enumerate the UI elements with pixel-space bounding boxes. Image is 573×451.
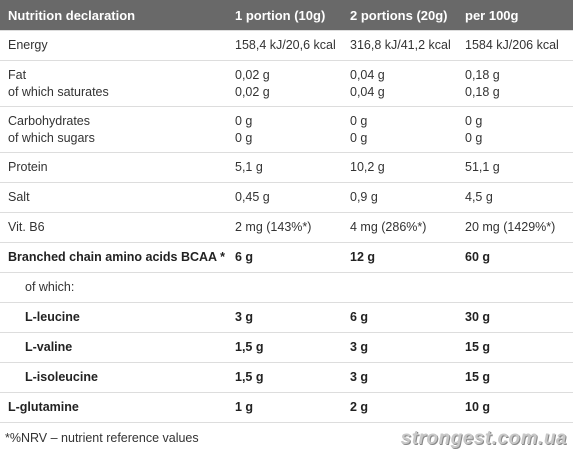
cell: 0,04 g 0,04 g <box>345 60 460 107</box>
row: Energy 158,4 kJ/20,6 kcal 316,8 kJ/41,2 … <box>0 30 573 61</box>
cell <box>345 272 460 303</box>
cell: 4 mg (286%*) <box>345 212 460 243</box>
cell <box>230 272 345 303</box>
row: Salt 0,45 g 0,9 g 4,5 g <box>0 182 573 213</box>
cell: 15 g <box>460 362 573 393</box>
cell-line: Carbohydrates <box>8 113 90 128</box>
row: Vit. B6 2 mg (143%*) 4 mg (286%*) 20 mg … <box>0 212 573 243</box>
nutrition-table: Nutrition declaration 1 portion (10g) 2 … <box>0 0 573 423</box>
cell: 2 g <box>345 392 460 423</box>
row: L-valine 1,5 g 3 g 15 g <box>0 332 573 363</box>
cell: 2 mg (143%*) <box>230 212 345 243</box>
cell-line: 0 g <box>350 130 368 145</box>
cell-line: 0,02 g <box>235 84 270 99</box>
cell-line: 0,02 g <box>235 67 270 82</box>
cell: of which: <box>0 272 230 303</box>
row: L-leucine 3 g 6 g 30 g <box>0 302 573 333</box>
row: L-glutamine 1 g 2 g 10 g <box>0 392 573 423</box>
cell: L-isoleucine <box>0 362 230 393</box>
cell-line: 0 g <box>350 113 368 128</box>
header-cell: Nutrition declaration <box>0 0 230 31</box>
cell-line: 0,18 g <box>465 84 500 99</box>
row: Fat of which saturates 0,02 g 0,02 g 0,04 … <box>0 60 573 107</box>
cell: 1,5 g <box>230 332 345 363</box>
header-cell: 2 portions (20g) <box>345 0 460 31</box>
cell: 4,5 g <box>460 182 573 213</box>
cell: Energy <box>0 30 230 61</box>
cell: 1584 kJ/206 kcal <box>460 30 573 61</box>
header-row: Nutrition declaration 1 portion (10g) 2 … <box>0 0 573 31</box>
header-cell: per 100g <box>460 0 573 31</box>
cell: L-leucine <box>0 302 230 333</box>
cell-line: 0 g <box>235 130 253 145</box>
cell: L-valine <box>0 332 230 363</box>
cell: 20 mg (1429%*) <box>460 212 573 243</box>
cell: 1,5 g <box>230 362 345 393</box>
watermark: strongest.com.ua <box>400 428 567 449</box>
row: Protein 5,1 g 10,2 g 51,1 g <box>0 152 573 183</box>
row: of which: <box>0 272 573 303</box>
cell <box>460 272 573 303</box>
cell: Branched chain amino acids BCAA * <box>0 242 230 273</box>
cell: 0,45 g <box>230 182 345 213</box>
cell: Protein <box>0 152 230 183</box>
cell: 51,1 g <box>460 152 573 183</box>
cell: 3 g <box>345 332 460 363</box>
cell-line: 0 g <box>465 113 483 128</box>
cell: 60 g <box>460 242 573 273</box>
row: L-isoleucine 1,5 g 3 g 15 g <box>0 362 573 393</box>
cell-line: 0 g <box>465 130 483 145</box>
cell: 316,8 kJ/41,2 kcal <box>345 30 460 61</box>
cell-line: of which sugars <box>8 130 95 145</box>
header-cell: 1 portion (10g) <box>230 0 345 31</box>
cell-line: 0 g <box>235 113 253 128</box>
cell: Salt <box>0 182 230 213</box>
cell: 6 g <box>345 302 460 333</box>
cell: 6 g <box>230 242 345 273</box>
cell: 30 g <box>460 302 573 333</box>
cell: 5,1 g <box>230 152 345 183</box>
cell: 158,4 kJ/20,6 kcal <box>230 30 345 61</box>
cell: Vit. B6 <box>0 212 230 243</box>
cell: L-glutamine <box>0 392 230 423</box>
cell-line: 0,04 g <box>350 67 385 82</box>
cell: 10 g <box>460 392 573 423</box>
cell-line: 0,04 g <box>350 84 385 99</box>
cell-line: of which saturates <box>8 84 109 99</box>
cell: Carbohydrates of which sugars <box>0 106 230 153</box>
cell: 10,2 g <box>345 152 460 183</box>
cell: 12 g <box>345 242 460 273</box>
row: Branched chain amino acids BCAA * 6 g 12… <box>0 242 573 273</box>
cell: 0,18 g 0,18 g <box>460 60 573 107</box>
cell: 1 g <box>230 392 345 423</box>
cell: 3 g <box>345 362 460 393</box>
cell-line: 0,18 g <box>465 67 500 82</box>
cell: Fat of which saturates <box>0 60 230 107</box>
cell: 15 g <box>460 332 573 363</box>
cell: 3 g <box>230 302 345 333</box>
cell-line: Fat <box>8 67 27 82</box>
cell: 0,02 g 0,02 g <box>230 60 345 107</box>
cell: 0,9 g <box>345 182 460 213</box>
footnote: *%NRV – nutrient reference values <box>5 431 199 445</box>
